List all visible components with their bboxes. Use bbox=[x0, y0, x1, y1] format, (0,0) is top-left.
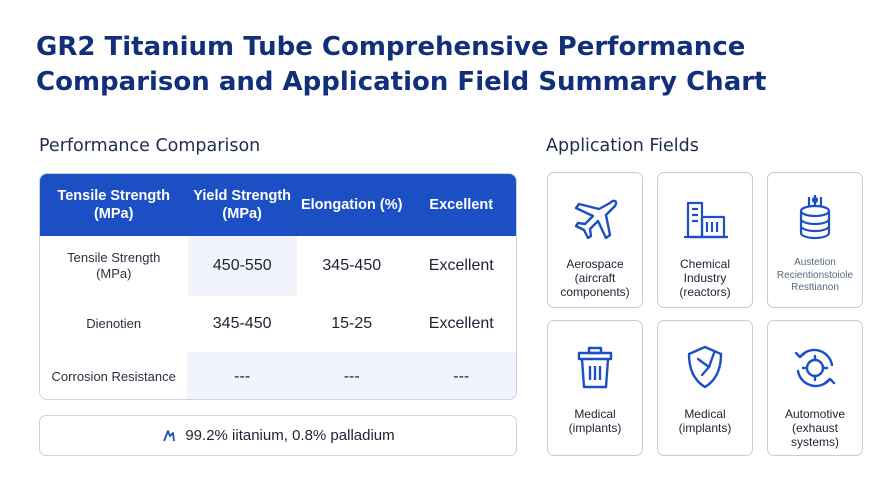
card-label: Austetion Recientionstoiole Resttianon bbox=[776, 257, 854, 293]
card-label: Automotive (exhaust systems) bbox=[784, 407, 846, 449]
page-title: GR2 Titanium Tube Comprehensive Performa… bbox=[36, 32, 767, 97]
table-cell: 450-550 bbox=[187, 236, 298, 296]
table-cell: 345-450 bbox=[322, 257, 382, 274]
table-cell: 345-450 bbox=[212, 315, 272, 332]
table-cell: --- bbox=[406, 352, 516, 399]
table-cell: --- bbox=[296, 352, 407, 399]
table-cell: Excellent bbox=[428, 315, 494, 332]
row-label: Dienotien bbox=[86, 316, 142, 331]
card-label: Chemical Industry (reactors) bbox=[679, 257, 731, 299]
application-card-resistance: Austetion Recientionstoiole Resttianon bbox=[767, 172, 863, 308]
composition-note: 99.2% iitanium, 0.8% palladium bbox=[39, 415, 517, 456]
application-card-medical: Medical (implants) bbox=[547, 320, 643, 456]
table-cell: --- bbox=[187, 352, 297, 399]
application-card-automotive: Automotive (exhaust systems) bbox=[767, 320, 863, 456]
row-label: Tensile Strength (MPa) bbox=[67, 250, 161, 281]
card-label: Medical (implants) bbox=[678, 407, 732, 435]
shield-icon bbox=[676, 339, 734, 397]
gear-cycle-icon bbox=[786, 339, 844, 397]
application-card-medical-2: Medical (implants) bbox=[657, 320, 753, 456]
header-cell: Tensile Strength (MPa) bbox=[57, 188, 170, 222]
table-header: Tensile Strength (MPa) Yield Strength (M… bbox=[40, 174, 516, 236]
header-cell: Yield Strength (MPa) bbox=[193, 188, 292, 222]
composition-text: 99.2% iitanium, 0.8% palladium bbox=[185, 427, 395, 444]
alloy-icon bbox=[161, 428, 177, 444]
trash-bin-icon bbox=[566, 339, 624, 397]
performance-table: Tensile Strength (MPa) Yield Strength (M… bbox=[39, 173, 517, 400]
factory-icon bbox=[676, 191, 734, 249]
header-cell: Elongation (%) bbox=[300, 197, 403, 213]
table-row: Dienotien 345-450 15-25 Excellent bbox=[40, 296, 516, 352]
performance-section-title: Performance Comparison bbox=[39, 136, 261, 156]
card-label: Aerospace (aircraft components) bbox=[560, 257, 630, 299]
database-icon bbox=[786, 191, 844, 249]
row-label: Corrosion Resistance bbox=[51, 368, 176, 384]
table-row: Corrosion Resistance --- --- --- bbox=[40, 352, 516, 399]
table-cell: Excellent bbox=[428, 257, 494, 274]
application-card-aerospace: Aerospace (aircraft components) bbox=[547, 172, 643, 308]
table-row: Tensile Strength (MPa) 450-550 345-450 E… bbox=[40, 236, 516, 296]
card-label: Medical (implants) bbox=[568, 407, 622, 435]
applications-section-title: Application Fields bbox=[546, 136, 699, 156]
table-cell: 15-25 bbox=[331, 315, 373, 332]
header-cell: Excellent bbox=[429, 197, 494, 213]
airplane-icon bbox=[566, 191, 624, 249]
application-card-chemical: Chemical Industry (reactors) bbox=[657, 172, 753, 308]
